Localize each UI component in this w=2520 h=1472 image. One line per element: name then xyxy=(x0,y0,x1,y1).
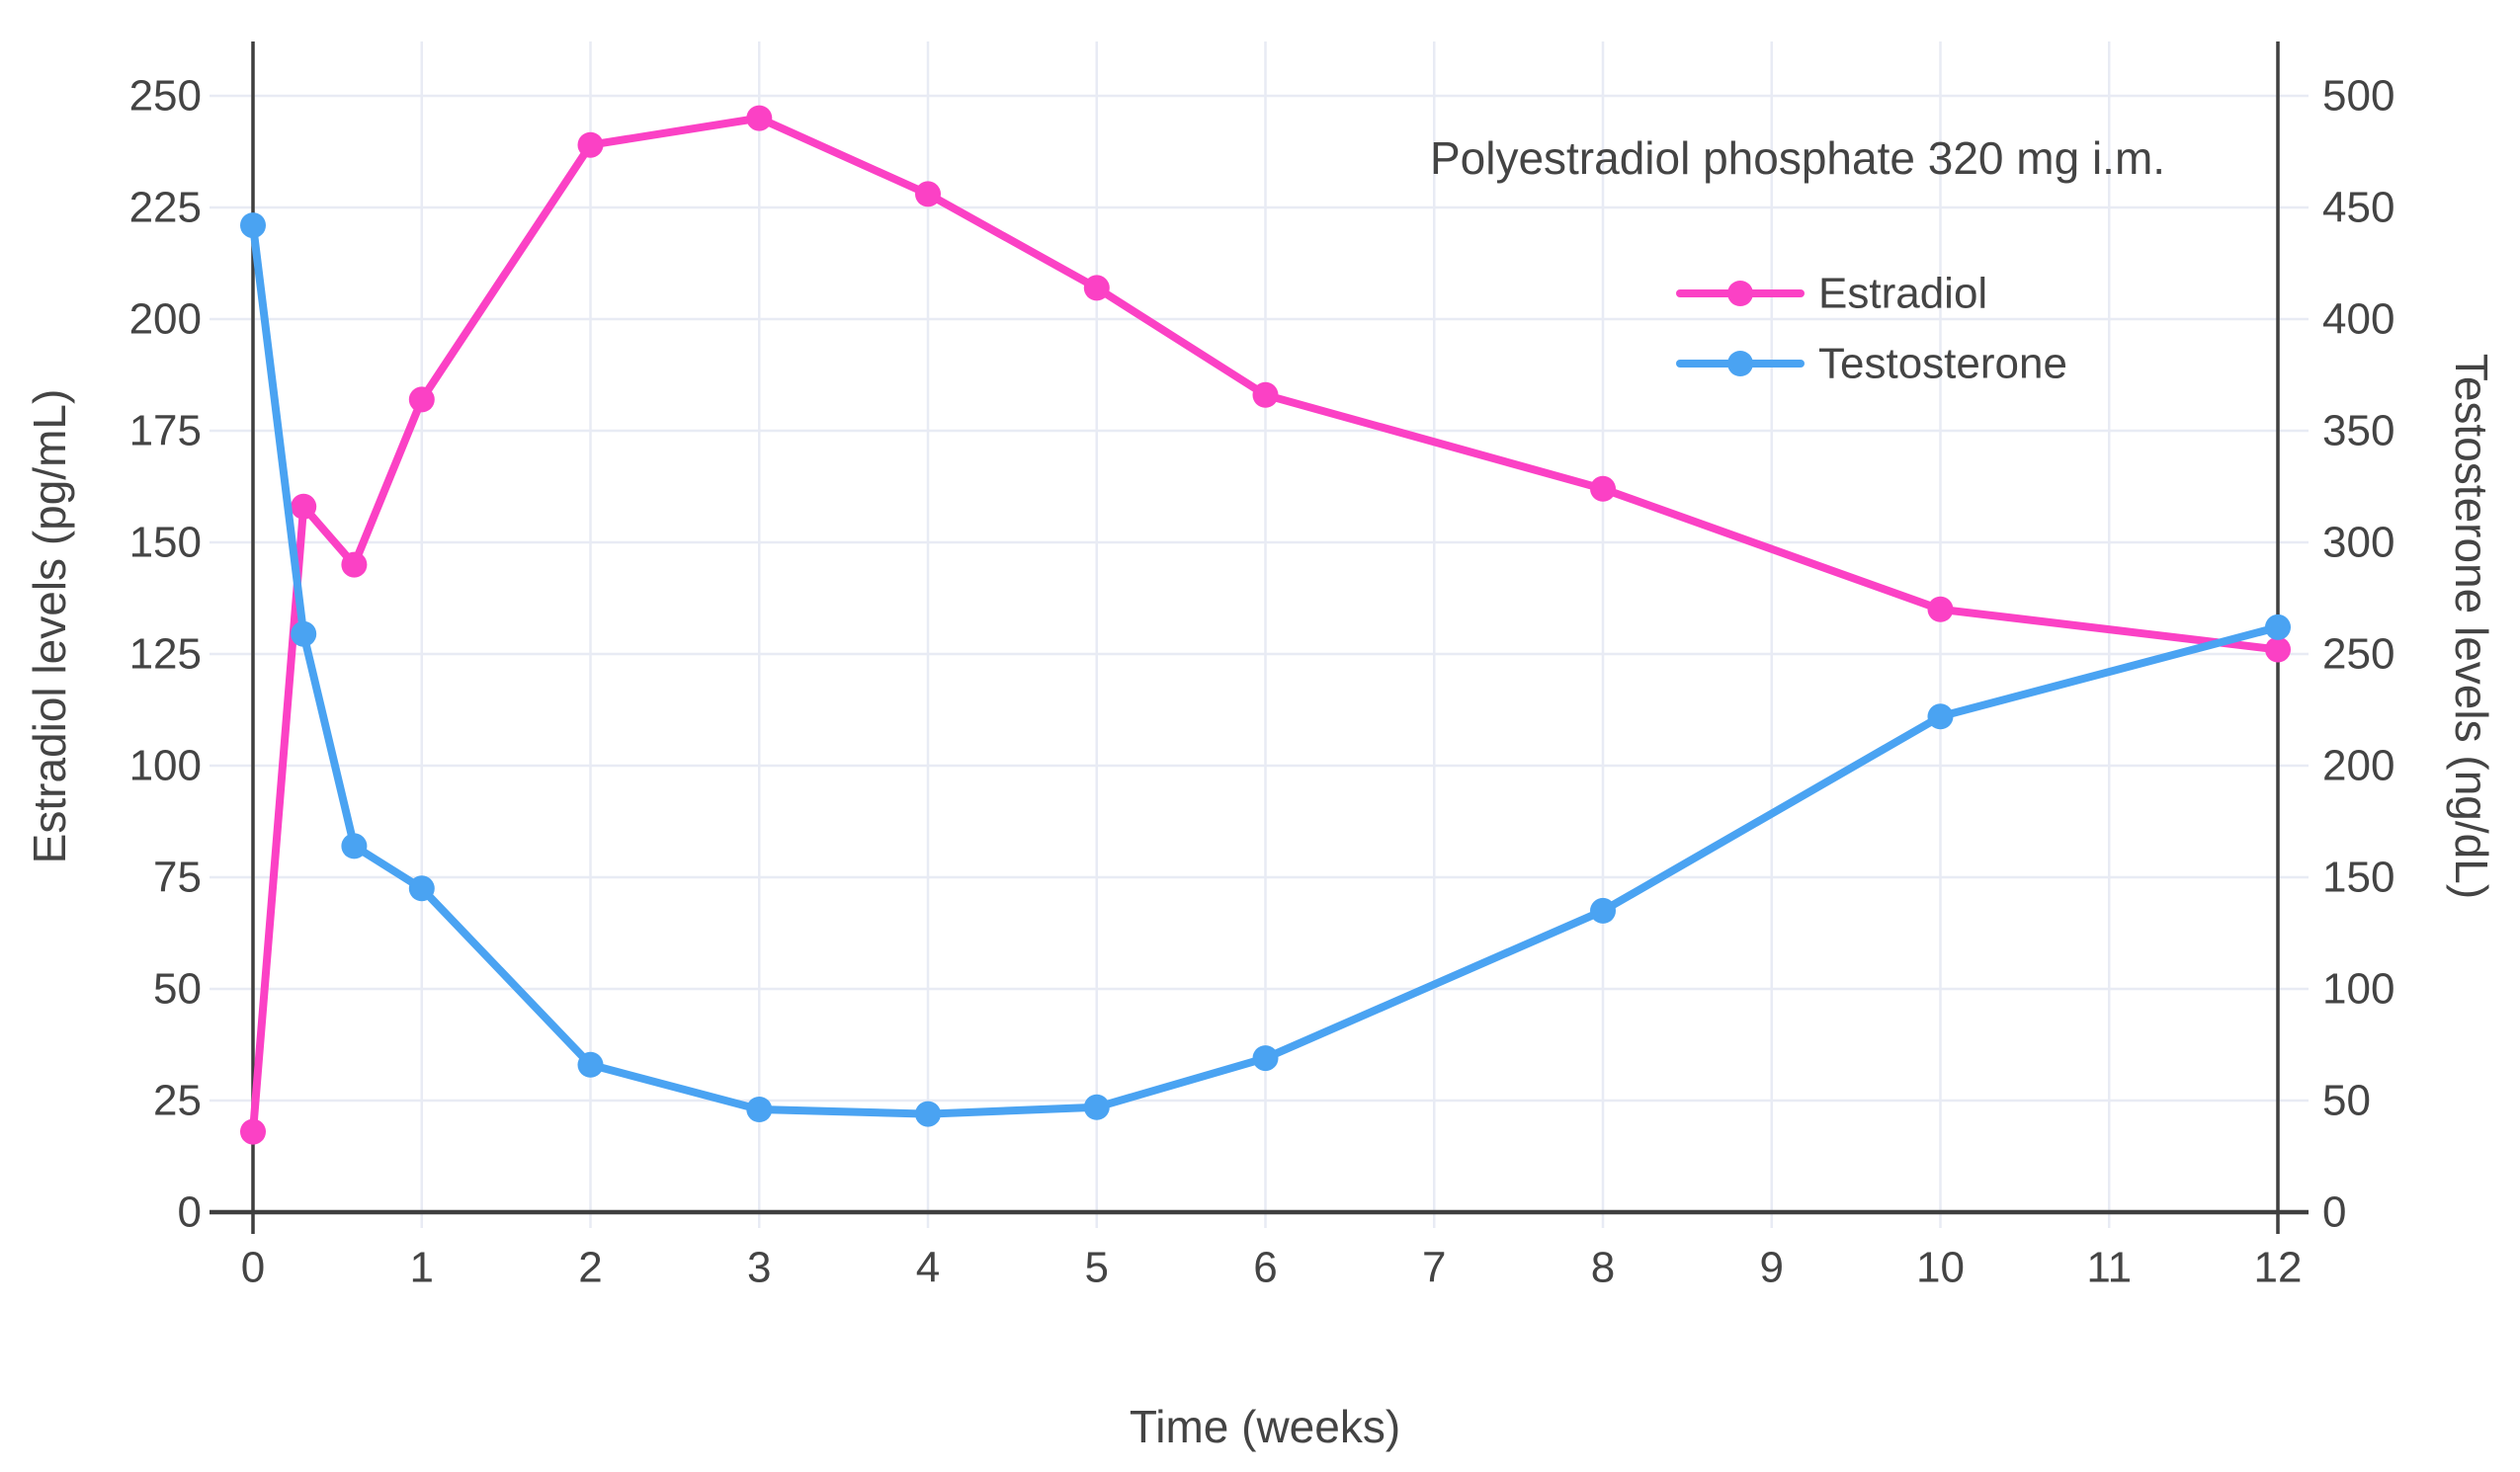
estradiol-point[interactable] xyxy=(915,181,941,207)
legend: Estradiol Testosterone xyxy=(1676,270,2067,388)
y-axis-title-left: Estradiol levels (pg/mL) xyxy=(24,389,75,864)
legend-item-testosterone[interactable]: Testosterone xyxy=(1676,340,2067,388)
series-layer xyxy=(240,105,2291,1145)
x-tick-label: 12 xyxy=(2254,1244,2303,1292)
estradiol-point[interactable] xyxy=(746,105,773,131)
y-right-tick-label: 150 xyxy=(2322,854,2394,902)
y-left-tick-label: 75 xyxy=(153,854,202,902)
x-tick-label: 10 xyxy=(1916,1244,1965,1292)
testosterone-point[interactable] xyxy=(915,1101,941,1127)
y-left-tick-label: 200 xyxy=(129,295,202,344)
x-tick-label: 7 xyxy=(1422,1244,1446,1292)
testosterone-point[interactable] xyxy=(746,1097,773,1122)
x-tick-label: 5 xyxy=(1085,1244,1109,1292)
estradiol-point[interactable] xyxy=(408,386,435,413)
testosterone-point[interactable] xyxy=(1927,703,1954,730)
legend-marker-swatch xyxy=(1727,281,1753,306)
y-right-tick-label: 450 xyxy=(2322,184,2394,232)
legend-label: Testosterone xyxy=(1818,340,2067,388)
y-right-tick-label: 350 xyxy=(2322,407,2394,455)
y-left-tick-label: 125 xyxy=(129,630,202,679)
x-tick-label: 6 xyxy=(1253,1244,1277,1292)
y-right-tick-label: 300 xyxy=(2322,519,2394,567)
estradiol-point[interactable] xyxy=(341,551,368,578)
x-tick-label: 4 xyxy=(916,1244,940,1292)
x-tick-label: 9 xyxy=(1760,1244,1784,1292)
testosterone-point[interactable] xyxy=(291,620,317,647)
estradiol-point[interactable] xyxy=(240,1118,266,1145)
tick-labels: 0255075100125150175200225250050100150200… xyxy=(129,72,2395,1292)
y-left-tick-label: 250 xyxy=(129,72,202,121)
x-tick-label: 1 xyxy=(410,1244,434,1292)
y-right-tick-label: 400 xyxy=(2322,295,2394,344)
annotation-title: Polyestradiol phosphate 320 mg i.m. xyxy=(1430,132,2165,184)
x-tick-label: 2 xyxy=(578,1244,602,1292)
y-right-tick-label: 500 xyxy=(2322,72,2394,121)
y-left-tick-label: 100 xyxy=(129,742,202,790)
testosterone-point[interactable] xyxy=(408,875,435,902)
testosterone-point[interactable] xyxy=(341,833,368,859)
y-left-tick-label: 50 xyxy=(153,965,202,1014)
testosterone-point[interactable] xyxy=(1083,1094,1110,1120)
x-tick-label: 0 xyxy=(241,1244,265,1292)
x-tick-label: 8 xyxy=(1591,1244,1615,1292)
y-left-tick-label: 225 xyxy=(129,184,202,232)
y-right-tick-label: 250 xyxy=(2322,630,2394,679)
estradiol-point[interactable] xyxy=(1252,381,1279,408)
y-left-tick-label: 0 xyxy=(178,1188,202,1237)
estradiol-point[interactable] xyxy=(1927,596,1954,622)
y-axis-title-right: Testosterone levels (ng/dL) xyxy=(2446,354,2497,899)
x-tick-label: 3 xyxy=(747,1244,771,1292)
testosterone-line[interactable] xyxy=(249,221,2282,1118)
legend-label: Estradiol xyxy=(1818,270,1987,318)
testosterone-point[interactable] xyxy=(240,212,266,239)
x-axis-title: Time (weeks) xyxy=(1130,1401,1400,1452)
y-right-tick-label: 50 xyxy=(2322,1077,2371,1125)
horizontal-gridlines xyxy=(210,94,2309,1103)
x-tick-label: 11 xyxy=(2086,1244,2132,1292)
testosterone-point[interactable] xyxy=(2265,613,2291,640)
y-left-tick-label: 175 xyxy=(129,407,202,455)
estradiol-point[interactable] xyxy=(2265,636,2291,663)
estradiol-point[interactable] xyxy=(1590,475,1616,502)
testosterone-point[interactable] xyxy=(577,1051,604,1078)
testosterone-point[interactable] xyxy=(1252,1045,1279,1072)
y-left-tick-label: 150 xyxy=(129,519,202,567)
testosterone-point[interactable] xyxy=(1590,897,1616,924)
y-right-tick-label: 200 xyxy=(2322,742,2394,790)
estradiol-point[interactable] xyxy=(1083,275,1110,301)
legend-marker-swatch xyxy=(1727,351,1753,376)
estradiol-point[interactable] xyxy=(577,131,604,158)
estradiol-point[interactable] xyxy=(291,493,317,520)
y-left-tick-label: 25 xyxy=(153,1077,202,1125)
y-right-tick-label: 0 xyxy=(2322,1188,2346,1237)
legend-item-estradiol[interactable]: Estradiol xyxy=(1676,270,1987,318)
vertical-gridlines xyxy=(420,41,2111,1228)
y-right-tick-label: 100 xyxy=(2322,965,2394,1014)
